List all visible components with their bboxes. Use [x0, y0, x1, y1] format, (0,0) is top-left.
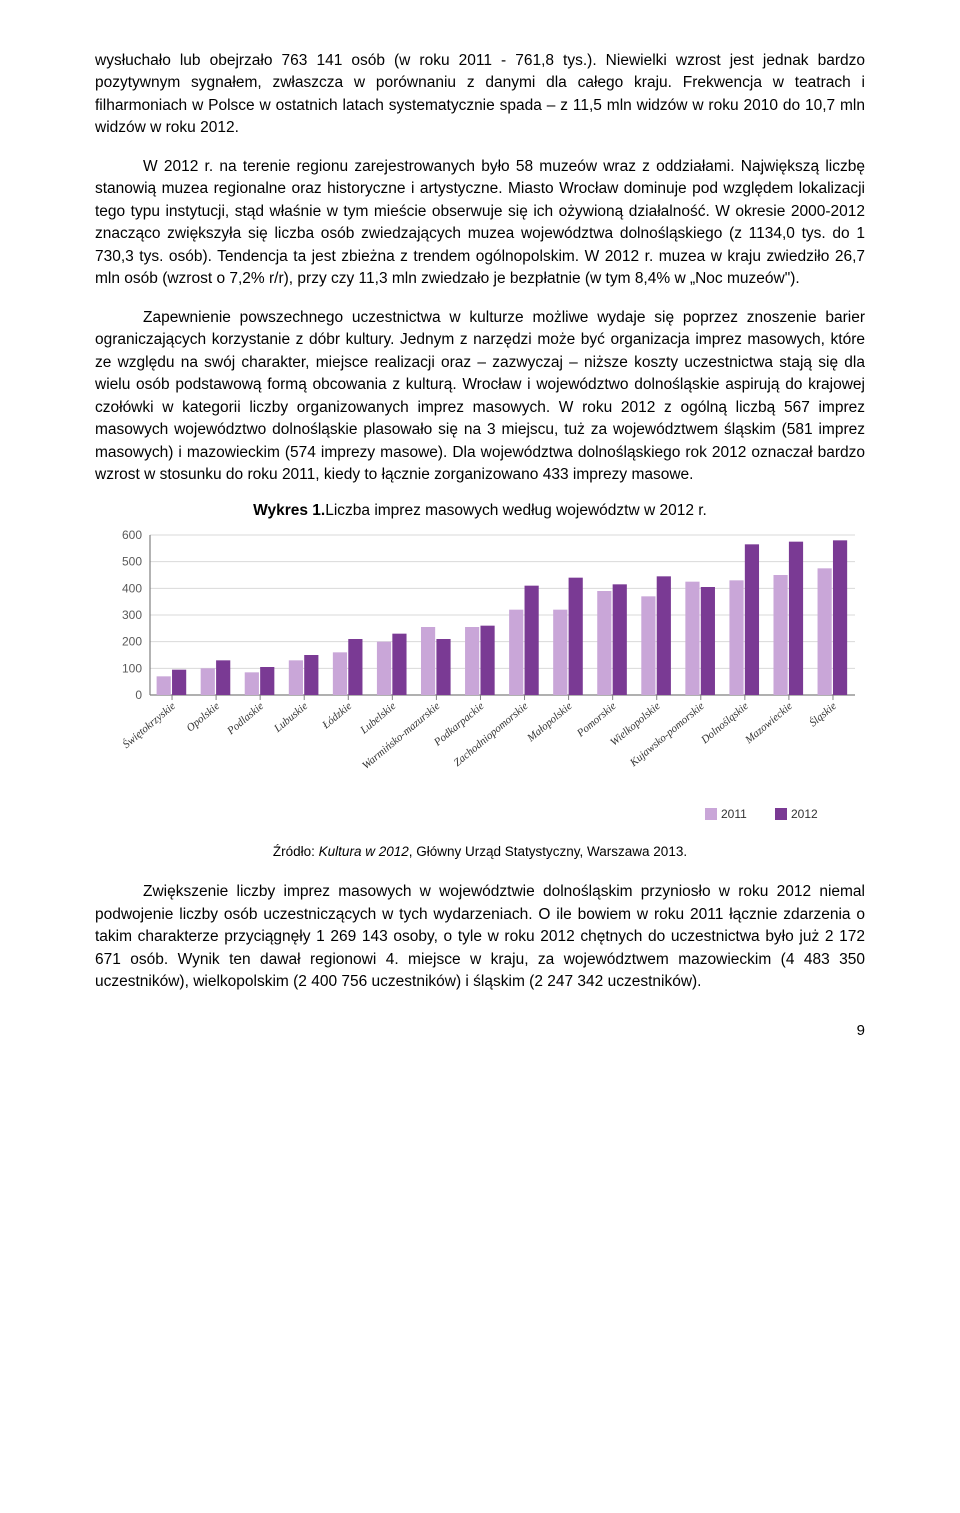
svg-text:Zachodniopomorskie: Zachodniopomorskie: [452, 700, 531, 769]
bar-chart-svg: 0 100 200 300 400 500 600 ŚwiętokrzyskieOpolski…: [95, 530, 865, 840]
svg-text:Mazowieckie: Mazowieckie: [742, 700, 795, 747]
svg-text:Lubelskie: Lubelskie: [357, 700, 398, 737]
svg-text:200: 200: [122, 635, 142, 649]
chart-title-rest: Liczba imprez masowych według województw…: [325, 502, 707, 519]
svg-text:0: 0: [135, 688, 142, 702]
svg-text:500: 500: [122, 555, 142, 569]
svg-text:Śląskie: Śląskie: [807, 700, 839, 729]
svg-text:100: 100: [122, 662, 142, 676]
chart-source-prefix: Źródło:: [273, 844, 319, 859]
svg-text:Kujawsko-pomorskie: Kujawsko-pomorskie: [627, 700, 707, 770]
svg-text:2012: 2012: [791, 807, 818, 821]
paragraph: Zwiększenie liczby imprez masowych w woj…: [95, 881, 865, 993]
svg-text:Warmińsko-mazurskie: Warmińsko-mazurskie: [360, 700, 442, 772]
svg-text:Małopolskie: Małopolskie: [524, 700, 574, 745]
page-number: 9: [95, 1022, 865, 1039]
chart-source-italic: Kultura w 2012: [319, 844, 409, 859]
svg-text:300: 300: [122, 608, 142, 622]
chart-source-rest: , Główny Urząd Statystyczny, Warszawa 20…: [409, 844, 687, 859]
svg-text:Pomorskie: Pomorskie: [574, 700, 619, 740]
svg-text:Podlaskie: Podlaskie: [224, 700, 266, 738]
svg-text:2011: 2011: [721, 807, 747, 821]
svg-text:Dolnośląskie: Dolnośląskie: [698, 700, 751, 747]
svg-text:400: 400: [122, 582, 142, 596]
paragraph: wysłuchało lub obejrzało 763 141 osób (w…: [95, 50, 865, 140]
svg-text:Opolskie: Opolskie: [184, 700, 222, 734]
svg-text:600: 600: [122, 530, 142, 542]
chart-source: Źródło: Kultura w 2012, Główny Urząd Sta…: [95, 844, 865, 859]
chart-title-bold: Wykres 1.: [253, 502, 325, 519]
svg-text:Lubuskie: Lubuskie: [271, 700, 310, 735]
revenue-chart: 0 100 200 300 400 500 600 ŚwiętokrzyskieOpolski…: [95, 530, 865, 840]
paragraph: Zapewnienie powszechnego uczestnictwa w …: [95, 307, 865, 487]
chart-title: Wykres 1.Liczba imprez masowych według w…: [95, 502, 865, 520]
svg-text:Świętokrzyskie: Świętokrzyskie: [121, 700, 178, 751]
svg-text:Łódzkie: Łódzkie: [320, 700, 355, 732]
paragraph: W 2012 r. na terenie regionu zarejestrow…: [95, 156, 865, 291]
